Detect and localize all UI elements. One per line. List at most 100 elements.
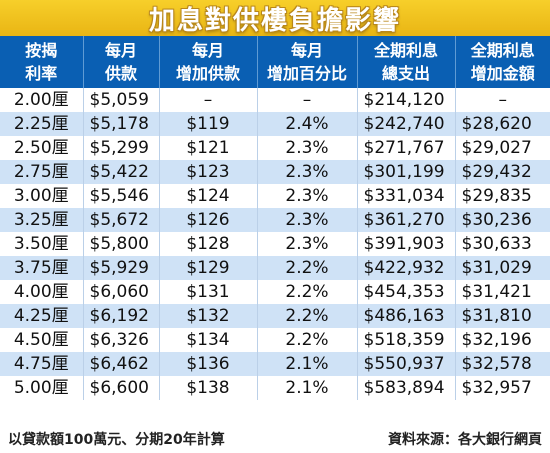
cell-total-interest: $550,937 — [356, 352, 455, 376]
cell-monthly-increase: $129 — [158, 256, 257, 280]
cell-rate: 4.75厘 — [0, 352, 83, 376]
cell-monthly-increase: $134 — [158, 328, 257, 352]
header-row: 按揭 利率 每月供款 每月 增加供款 每月增加百分比 全期利息總支出 全期利息 增加金… — [0, 36, 550, 88]
footer-source: 資料來源：各大銀行網頁 — [388, 432, 542, 448]
cell-increase-percent: 2.1% — [256, 376, 357, 400]
cell-total-interest: $391,903 — [356, 232, 455, 256]
cell-monthly-increase: – — [158, 88, 257, 112]
cell-monthly-increase: $136 — [158, 352, 257, 376]
table-header: 按揭 利率 每月供款 每月 增加供款 每月增加百分比 全期利息總支出 全期利息 增加金… — [0, 36, 550, 88]
header-interest-increase-line2: 增加金額 — [470, 64, 535, 83]
cell-total-interest: $301,199 — [356, 160, 455, 184]
cell-increase-percent: – — [256, 88, 357, 112]
cell-increase-percent: 2.3% — [256, 232, 357, 256]
cell-rate: 2.25厘 — [0, 112, 83, 136]
table-body: 2.00厘 $5,059– – $214,120–2.25厘 $5,178 $119 2.4… — [0, 88, 550, 400]
table-row: 3.75厘 $5,929 $129 2.2% $422,932 $31,029 — [0, 256, 550, 280]
cell-interest-increase: $30,236 — [454, 208, 550, 232]
cell-monthly-increase: $131 — [158, 280, 257, 304]
cell-interest-increase: $32,578 — [454, 352, 550, 376]
cell-rate: 3.25厘 — [0, 208, 83, 232]
header-increase-percent-line1: 每月 — [290, 41, 323, 60]
cell-monthly-increase: $121 — [158, 136, 257, 160]
cell-increase-percent: 2.2% — [256, 280, 357, 304]
cell-monthly-payment: $5,178 — [82, 112, 159, 136]
title-bar: 加息對供樓負擔影響 — [0, 0, 550, 36]
table-row: 2.00厘 $5,059– – $214,120– — [0, 88, 550, 112]
header-monthly-increase: 每月 增加供款 — [158, 36, 257, 88]
cell-rate: 3.00厘 — [0, 184, 83, 208]
cell-interest-increase: $32,957 — [454, 376, 550, 400]
cell-rate: 2.00厘 — [0, 88, 83, 112]
cell-interest-increase: $32,196 — [454, 328, 550, 352]
cell-monthly-increase: $124 — [158, 184, 257, 208]
cell-monthly-payment: $5,546 — [82, 184, 159, 208]
cell-monthly-payment: $5,059 — [82, 88, 159, 112]
cell-monthly-payment: $6,600 — [82, 376, 159, 400]
cell-interest-increase: $31,421 — [454, 280, 550, 304]
cell-interest-increase: $30,633 — [454, 232, 550, 256]
cell-total-interest: $361,270 — [356, 208, 455, 232]
table-row: 3.25厘 $5,672 $126 2.3% $361,270 $30,236 — [0, 208, 550, 232]
cell-rate: 4.50厘 — [0, 328, 83, 352]
header-total-interest-line2: 總支出 — [381, 64, 430, 83]
cell-increase-percent: 2.4% — [256, 112, 357, 136]
cell-monthly-payment: $5,672 — [82, 208, 159, 232]
cell-rate: 2.50厘 — [0, 136, 83, 160]
cell-monthly-payment: $5,422 — [82, 160, 159, 184]
cell-increase-percent: 2.1% — [256, 352, 357, 376]
cell-monthly-increase: $128 — [158, 232, 257, 256]
cell-interest-increase: $29,835 — [454, 184, 550, 208]
cell-interest-increase: $31,029 — [454, 256, 550, 280]
header-monthly-payment-line2: 供款 — [104, 64, 137, 83]
cell-monthly-payment: $6,326 — [82, 328, 159, 352]
cell-increase-percent: 2.2% — [256, 256, 357, 280]
table-row: 3.00厘 $5,546 $124 2.3% $331,034 $29,835 — [0, 184, 550, 208]
cell-total-interest: $583,894 — [356, 376, 455, 400]
cell-monthly-increase: $119 — [158, 112, 257, 136]
cell-increase-percent: 2.3% — [256, 160, 357, 184]
cell-total-interest: $214,120 — [356, 88, 455, 112]
header-increase-percent: 每月 增加百分比 — [256, 36, 357, 88]
cell-rate: 3.50厘 — [0, 232, 83, 256]
cell-total-interest: $422,932 — [356, 256, 455, 280]
cell-monthly-payment: $6,192 — [82, 304, 159, 328]
cell-monthly-increase: $138 — [158, 376, 257, 400]
table-row: 2.50厘 $5,299 $121 2.3% $271,767 $29,027 — [0, 136, 550, 160]
cell-total-interest: $518,359 — [356, 328, 455, 352]
cell-interest-increase: $31,810 — [454, 304, 550, 328]
cell-monthly-payment: $6,462 — [82, 352, 159, 376]
cell-monthly-increase: $126 — [158, 208, 257, 232]
cell-total-interest: $486,163 — [356, 304, 455, 328]
mortgage-table: 按揭 利率 每月供款 每月 增加供款 每月增加百分比 全期利息總支出 全期利息 增加金… — [0, 36, 550, 400]
header-increase-percent-line2: 增加百分比 — [266, 64, 347, 83]
cell-monthly-increase: $132 — [158, 304, 257, 328]
cell-rate: 2.75厘 — [0, 160, 83, 184]
cell-rate: 3.75厘 — [0, 256, 83, 280]
table-row: 4.75厘 $6,462 $136 2.1% $550,937 $32,578 — [0, 352, 550, 376]
cell-rate: 5.00厘 — [0, 376, 83, 400]
cell-total-interest: $331,034 — [356, 184, 455, 208]
cell-rate: 4.00厘 — [0, 280, 83, 304]
cell-monthly-payment: $5,929 — [82, 256, 159, 280]
footer: 以貸款額100萬元、分期20年計算 資料來源：各大銀行網頁 — [0, 425, 550, 453]
header-monthly-payment-line1: 每月 — [104, 41, 137, 60]
cell-interest-increase: $28,620 — [454, 112, 550, 136]
footer-note: 以貸款額100萬元、分期20年計算 — [8, 432, 225, 448]
header-total-interest-line1: 全期利息 — [373, 41, 438, 60]
cell-total-interest: $242,740 — [356, 112, 455, 136]
header-rate: 按揭 利率 — [0, 36, 83, 88]
cell-monthly-payment: $5,800 — [82, 232, 159, 256]
header-interest-increase: 全期利息 增加金額 — [454, 36, 550, 88]
cell-interest-increase: – — [454, 88, 550, 112]
table-row: 4.50厘 $6,326 $134 2.2% $518,359 $32,196 — [0, 328, 550, 352]
table-title: 加息對供樓負擔影響 — [148, 5, 401, 36]
cell-monthly-payment: $5,299 — [82, 136, 159, 160]
header-rate-line1: 按揭 — [25, 41, 58, 60]
table-row: 4.25厘 $6,192 $132 2.2% $486,163 $31,810 — [0, 304, 550, 328]
table-row: 4.00厘 $6,060 $131 2.2% $454,353 $31,421 — [0, 280, 550, 304]
cell-rate: 4.25厘 — [0, 304, 83, 328]
cell-increase-percent: 2.3% — [256, 208, 357, 232]
cell-monthly-increase: $123 — [158, 160, 257, 184]
cell-total-interest: $271,767 — [356, 136, 455, 160]
